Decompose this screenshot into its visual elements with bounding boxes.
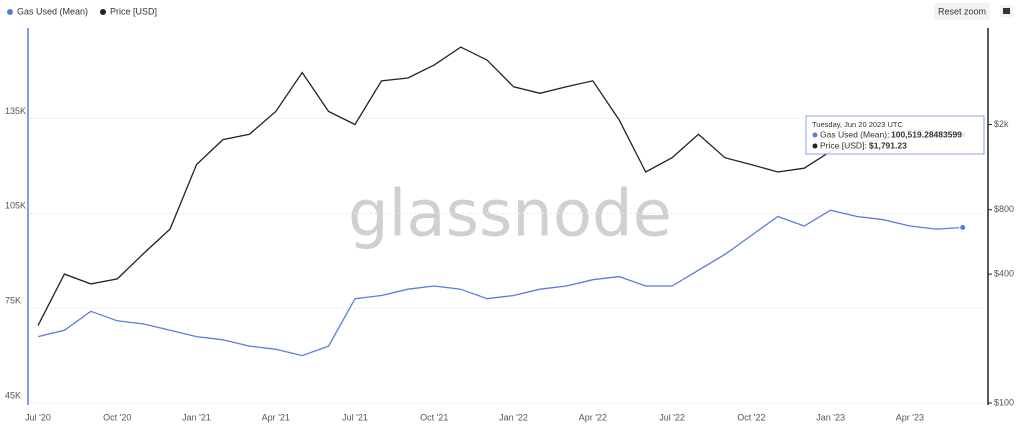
x-tick-label: Oct '21	[420, 412, 448, 422]
legend: Gas Used (Mean) Price [USD]	[7, 6, 157, 16]
y-tick-label: 75K	[5, 296, 21, 306]
x-tick-label: Apr '23	[896, 412, 924, 422]
tooltip-value: 100,519.28483599	[891, 129, 962, 139]
series-line	[37, 209, 963, 357]
tooltip: Tuesday, Jun 20 2023 UTC Gas Used (Mean)…	[805, 115, 985, 155]
x-tick-label: Oct '20	[103, 412, 131, 422]
y-tick-label: 135K	[5, 106, 26, 116]
series-line	[37, 46, 963, 326]
legend-swatch	[7, 9, 13, 15]
x-tick-label: Jan '21	[182, 412, 211, 422]
legend-swatch	[100, 9, 106, 15]
tooltip-label: Gas Used (Mean):	[820, 129, 889, 139]
y-tick-label: 45K	[5, 390, 21, 400]
x-tick-label: Jan '22	[499, 412, 528, 422]
x-tick-label: Apr '21	[262, 412, 290, 422]
legend-label[interactable]: Price [USD]	[110, 6, 157, 16]
camera-icon	[1003, 8, 1010, 14]
x-tick-label: Apr '22	[579, 412, 607, 422]
x-tick-label: Jul '22	[659, 412, 685, 422]
tooltip-swatch	[812, 143, 818, 149]
y-tick-label: 105K	[5, 201, 26, 211]
tooltip-box	[805, 115, 985, 155]
reset-label[interactable]: Reset zoom	[938, 6, 986, 16]
end-point	[959, 224, 967, 232]
tooltip-swatch	[812, 132, 818, 138]
x-tick-label: Oct '22	[737, 412, 765, 422]
tooltip-label: Price [USD]:	[820, 140, 867, 150]
y2-tick-label: $400	[994, 269, 1014, 279]
tooltip-value: $1,791.23	[869, 140, 907, 150]
reset-button[interactable]	[934, 3, 990, 20]
watermark: glassnode	[348, 178, 672, 252]
tooltip-date: Tuesday, Jun 20 2023 UTC	[812, 120, 903, 129]
y2-tick-label: $2k	[994, 119, 1009, 129]
x-tick-label: Jul '21	[342, 412, 368, 422]
x-tick-label: Jul '20	[25, 412, 51, 422]
y2-tick-label: $800	[994, 204, 1014, 214]
x-tick-label: Jan '23	[816, 412, 845, 422]
legend-label[interactable]: Gas Used (Mean)	[17, 6, 88, 16]
y2-tick-label: $100	[994, 397, 1014, 407]
